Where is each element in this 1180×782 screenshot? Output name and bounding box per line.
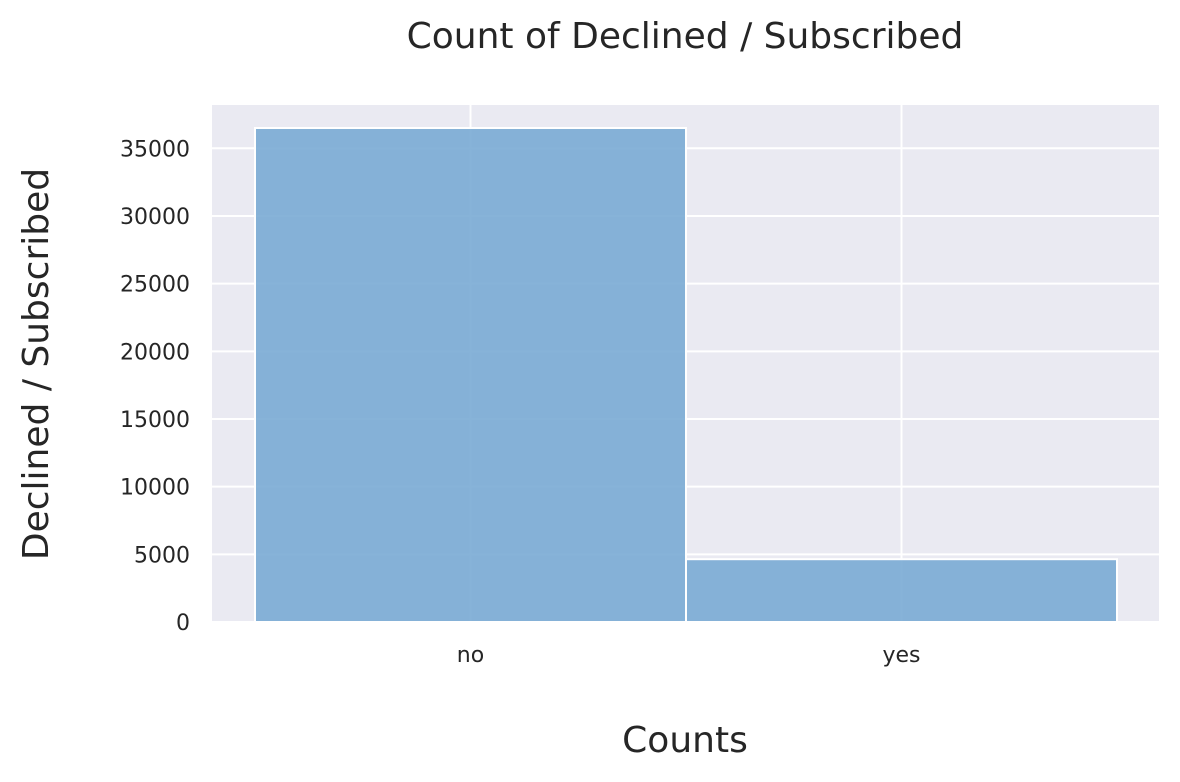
chart-title: Count of Declined / Subscribed bbox=[407, 16, 964, 57]
y-tick-label: 30000 bbox=[120, 205, 190, 230]
y-tick-label: 0 bbox=[176, 611, 190, 636]
x-tick-label-no: no bbox=[457, 643, 484, 668]
y-tick-labels: 0 5000 10000 15000 20000 25000 30000 35000 bbox=[120, 137, 190, 636]
bars bbox=[254, 127, 1118, 624]
y-tick-label: 10000 bbox=[120, 476, 190, 501]
y-tick-label: 5000 bbox=[134, 543, 190, 568]
y-tick-label: 15000 bbox=[120, 408, 190, 433]
y-tick-label: 35000 bbox=[120, 137, 190, 162]
y-axis-label: Declined / Subscribed bbox=[16, 168, 57, 560]
x-tick-label-yes: yes bbox=[882, 643, 920, 668]
x-axis-label: Counts bbox=[622, 720, 748, 761]
bar-no bbox=[254, 127, 687, 624]
bar-yes bbox=[685, 558, 1118, 623]
y-tick-label: 20000 bbox=[120, 340, 190, 365]
x-tick-labels: no yes bbox=[457, 643, 921, 668]
y-tick-label: 25000 bbox=[120, 273, 190, 298]
